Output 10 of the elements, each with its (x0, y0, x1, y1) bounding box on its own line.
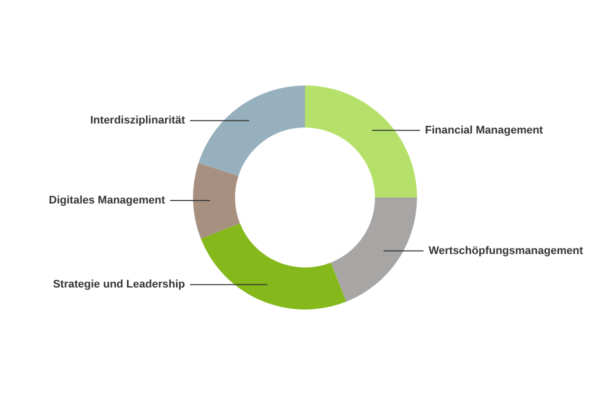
slice-label: Wertschöpfungsmanagement (428, 244, 584, 257)
donut-slice (193, 162, 240, 239)
donut-slice (200, 223, 346, 310)
slice-label: Interdisziplinarität (90, 114, 186, 127)
donut-slice (198, 86, 305, 176)
slice-label: Digitales Management (48, 194, 166, 206)
slice-label: Strategie und Leadership (52, 278, 186, 291)
slice-label: Financial Management (425, 124, 544, 136)
donut-slice (305, 86, 417, 198)
donut-slice (330, 198, 417, 302)
